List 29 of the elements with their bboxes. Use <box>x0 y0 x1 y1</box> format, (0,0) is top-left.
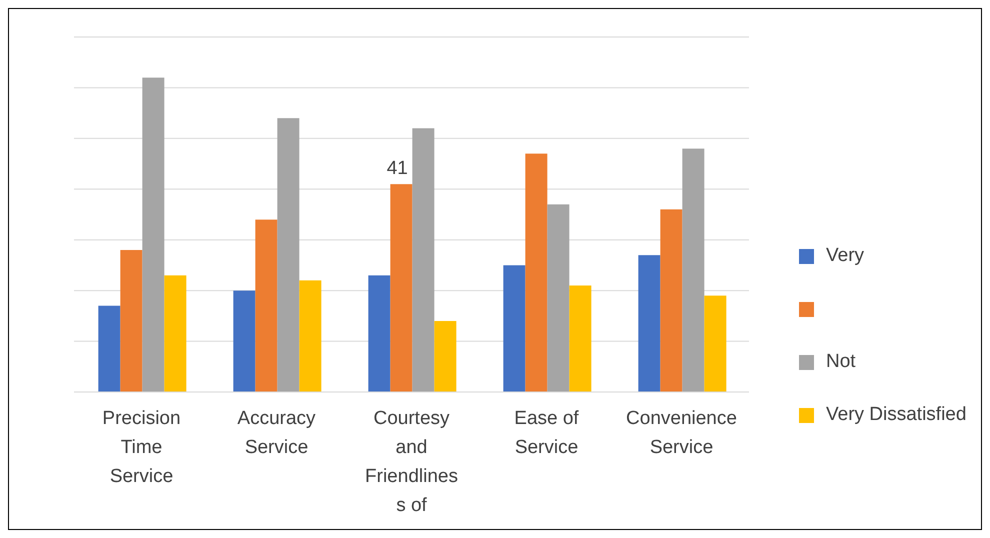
bar <box>503 265 526 392</box>
bar <box>368 275 390 392</box>
legend-label: Not <box>826 351 856 373</box>
bar <box>569 286 592 392</box>
bar <box>434 321 456 392</box>
bar <box>98 306 120 392</box>
bar <box>704 296 726 392</box>
bar <box>299 280 322 392</box>
bar <box>142 78 164 392</box>
bar <box>164 275 186 392</box>
legend-label: Very <box>826 245 864 267</box>
bar <box>277 118 300 392</box>
bar <box>412 128 434 392</box>
bar <box>255 220 278 392</box>
x-tick-label: Ease of Service <box>514 408 580 458</box>
data-label: 41 <box>386 158 408 180</box>
bar <box>233 290 256 392</box>
x-tick-label: Courtesy and Friendlines s of <box>365 408 458 516</box>
bar <box>120 250 142 392</box>
bar <box>525 154 548 392</box>
x-tick-label: Accuracy Service <box>237 408 316 458</box>
bar <box>547 204 570 392</box>
bar <box>638 255 660 392</box>
bar <box>682 148 704 392</box>
x-tick-label: Convenience Service <box>626 408 737 458</box>
bar <box>660 209 682 392</box>
x-tick-label: Precision Time Service <box>102 408 181 487</box>
legend-label: Very Dissatisfied <box>826 404 966 426</box>
bar <box>390 184 412 392</box>
